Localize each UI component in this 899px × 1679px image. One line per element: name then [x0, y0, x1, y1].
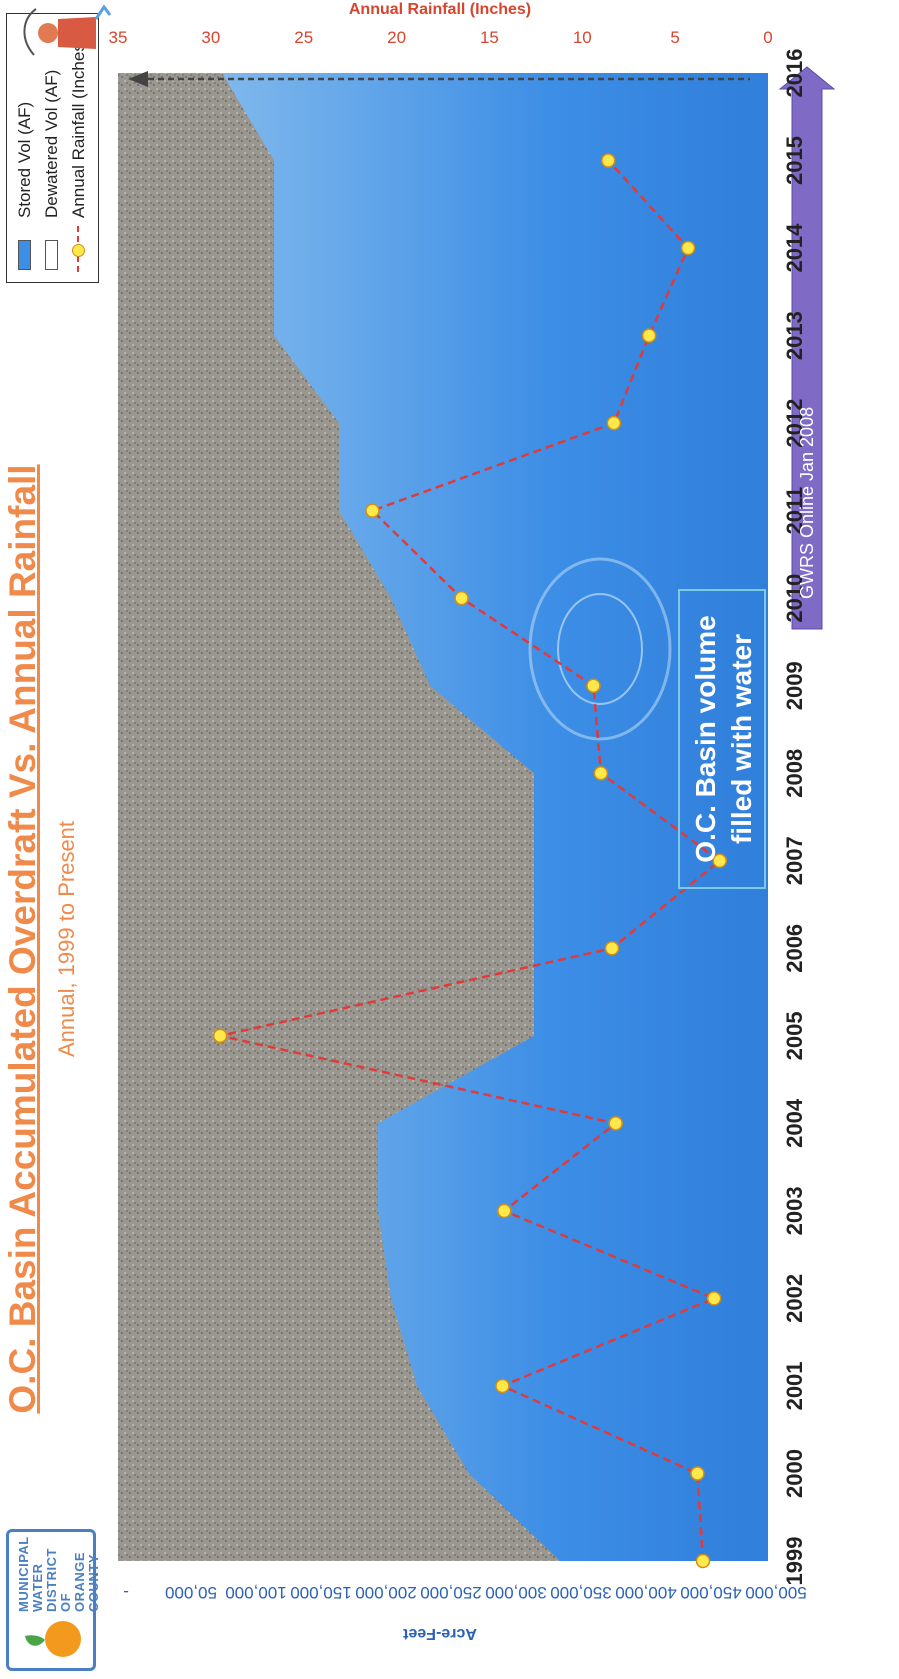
- dashed-arrow-head: [128, 71, 148, 87]
- y-tick-label: 50,000: [165, 1583, 217, 1602]
- y2-tick-label: 30: [201, 28, 220, 47]
- x-tick-label: 2009: [782, 661, 807, 710]
- rainfall-point: [495, 1378, 510, 1394]
- y-tick-label: 150,000: [290, 1583, 351, 1602]
- x-tick-label: 2005: [782, 1011, 807, 1060]
- gwrs-arrow: [778, 66, 836, 630]
- x-tick-label: 2010: [782, 574, 807, 623]
- rainfall-point: [712, 853, 727, 869]
- x-tick-label: 2016: [782, 49, 807, 98]
- y-tick-label: 300,000: [485, 1583, 546, 1602]
- rainfall-point: [695, 1553, 711, 1569]
- x-tick-label: 2002: [782, 1274, 807, 1323]
- x-tick-label: 2003: [782, 1186, 807, 1235]
- orange-fruit-icon: [25, 1621, 81, 1657]
- x-tick-label: 2012: [782, 399, 807, 448]
- y2-tick-label: 5: [670, 28, 679, 47]
- x-tick-label: 2004: [782, 1098, 807, 1148]
- y-axis-title: Acre-Feet: [402, 1625, 476, 1642]
- water-swirl: [557, 593, 643, 705]
- rainfall-point: [690, 1466, 705, 1481]
- x-tick-label: 2001: [782, 1361, 807, 1410]
- rainfall-point: [365, 503, 380, 518]
- arrow-label: GWRS Online Jan 2008: [792, 69, 822, 629]
- arrow-label-text: GWRS Online Jan 2008: [797, 406, 817, 599]
- y2-tick-label: 35: [109, 28, 128, 47]
- y-tick-label: -: [123, 1583, 129, 1602]
- rainfall-point: [606, 415, 622, 431]
- y2-tick-label: 0: [763, 28, 772, 47]
- stored-volume-area: [222, 73, 768, 1561]
- rainfall-point: [680, 240, 696, 256]
- x-tick-label: 2014: [782, 223, 807, 273]
- x-tick-label: 1999: [782, 1537, 807, 1586]
- callout-text: O.C. Basin volume filled with water: [690, 615, 757, 863]
- y2-tick-label: 15: [480, 28, 499, 47]
- callout-box: O.C. Basin volume filled with water: [678, 589, 766, 889]
- rainfall-point: [604, 941, 620, 956]
- logo: MUNICIPAL WATER DISTRICT OF ORANGE COUNT…: [6, 1529, 101, 1671]
- water-swirl: [528, 557, 672, 741]
- y2-tick-label: 10: [573, 28, 592, 47]
- y-tick-label: 350,000: [550, 1583, 611, 1602]
- x-tick-label: 2006: [782, 924, 807, 973]
- x-tick-label: 2007: [782, 836, 807, 885]
- x-tick-label: 2015: [782, 136, 807, 185]
- y-tick-label: 400,000: [615, 1583, 676, 1602]
- x-tick-label: 2008: [782, 749, 807, 798]
- x-tick-label: 2011: [782, 487, 807, 535]
- y2-tick-label: 20: [387, 28, 406, 47]
- y2-tick-label: 25: [294, 28, 313, 47]
- x-tick-label: 2000: [782, 1449, 807, 1498]
- rainfall-point: [608, 1116, 623, 1131]
- y2-axis-title: Annual Rainfall (Inches): [349, 1, 531, 18]
- rainfall-point: [212, 1028, 228, 1044]
- y-tick-label: 200,000: [355, 1583, 416, 1602]
- rainfall-point: [706, 1291, 722, 1306]
- rainfall-point: [593, 765, 609, 781]
- y-tick-label: 100,000: [225, 1583, 286, 1602]
- rain-figure-icon: [23, 4, 112, 56]
- y-tick-label: 250,000: [420, 1583, 481, 1602]
- y-tick-label: 500,000: [745, 1583, 806, 1602]
- rainfall-point: [641, 328, 657, 343]
- rainfall-point: [454, 590, 469, 606]
- x-tick-label: 2013: [782, 311, 807, 360]
- rainfall-point: [497, 1203, 512, 1219]
- rainfall-point: [586, 678, 601, 693]
- y-tick-label: 450,000: [680, 1583, 741, 1602]
- rainfall-point: [601, 153, 616, 168]
